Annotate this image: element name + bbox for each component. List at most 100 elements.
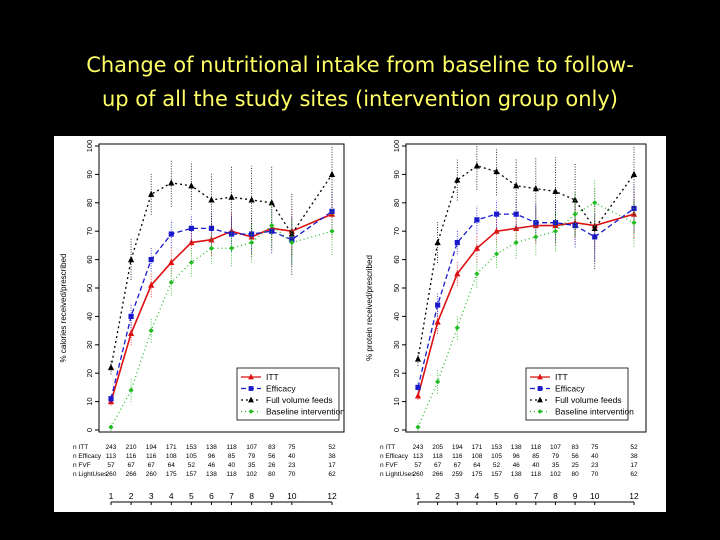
data-point <box>108 396 114 402</box>
count-value: 80 <box>571 471 579 478</box>
data-point <box>631 220 637 226</box>
legend-marker <box>537 409 543 414</box>
data-point <box>513 211 519 217</box>
count-value: 259 <box>452 471 463 478</box>
count-value: 153 <box>186 444 197 451</box>
count-value: 75 <box>288 444 296 451</box>
y-tick-label: 30 <box>85 341 94 349</box>
data-point <box>414 392 422 399</box>
y-axis-title: % protein received/prescribed <box>365 255 374 361</box>
data-point <box>592 234 598 240</box>
data-point <box>513 239 519 246</box>
count-value: 157 <box>491 471 502 478</box>
count-value: 107 <box>550 444 561 451</box>
count-value: 138 <box>511 471 522 478</box>
legend-label: ITT <box>555 372 568 382</box>
count-value: 118 <box>432 453 443 460</box>
count-value: 80 <box>268 471 276 478</box>
x-tick-label: 2 <box>129 491 134 501</box>
y-tick-label: 10 <box>85 397 94 405</box>
count-value: 46 <box>208 462 216 469</box>
count-value: 46 <box>513 462 521 469</box>
count-value: 118 <box>531 471 542 478</box>
data-point <box>572 211 578 217</box>
y-tick-label: 50 <box>85 284 94 292</box>
x-tick-label: 6 <box>209 491 214 501</box>
count-value: 153 <box>491 444 502 451</box>
count-value: 266 <box>126 471 137 478</box>
data-point <box>168 231 174 237</box>
slide-title-line-1: Change of nutritional intake from baseli… <box>86 53 634 77</box>
x-tick-label: 8 <box>553 491 558 501</box>
count-value: 116 <box>126 453 137 460</box>
data-point <box>269 228 275 234</box>
data-point <box>434 318 441 325</box>
legend-marker <box>537 373 543 380</box>
data-point <box>127 256 135 263</box>
x-tick-label: 6 <box>514 491 519 501</box>
legend-label: Baseline intervention <box>266 407 345 417</box>
count-value: 105 <box>491 453 502 460</box>
count-value: 108 <box>166 453 177 460</box>
count-value: 85 <box>228 453 236 460</box>
count-value: 116 <box>452 453 463 460</box>
legend-marker <box>537 396 543 403</box>
x-tick-label: 9 <box>573 491 578 501</box>
figure-panel: 0 10 20 30 40 50 60 70 80 90 100% calories receive… <box>54 136 666 512</box>
series-line <box>417 207 635 388</box>
data-point <box>248 196 255 203</box>
count-value: 67 <box>127 462 135 469</box>
chart-1: 0 10 20 30 40 50 60 70 80 90 100 % calories receive… <box>59 140 345 505</box>
count-value: 118 <box>531 444 542 451</box>
data-point <box>168 179 175 186</box>
count-row-label: n Efficacy <box>73 453 102 460</box>
count-row-label: n LightUses <box>73 471 108 478</box>
x-tick-label: 1 <box>109 491 114 501</box>
data-point <box>108 424 114 430</box>
count-value: 113 <box>106 453 117 460</box>
data-point <box>329 228 335 234</box>
count-value: 79 <box>552 453 560 460</box>
data-point <box>533 220 539 226</box>
count-row-label: n FVF <box>380 462 398 469</box>
data-point <box>148 281 155 288</box>
y-tick-label: 90 <box>392 170 401 178</box>
count-value: 17 <box>328 462 336 469</box>
data-point <box>168 258 175 266</box>
data-point <box>208 196 215 203</box>
count-row-label: n LightUses <box>380 471 415 478</box>
count-value: 56 <box>571 453 579 460</box>
legend-label: Full volume feeds <box>266 395 333 405</box>
x-tick-label: 4 <box>169 491 174 501</box>
count-value: 194 <box>452 444 463 451</box>
slide-title-line-2: up of all the study sites (intervention … <box>101 87 618 111</box>
count-value: 107 <box>246 444 257 451</box>
series-line <box>417 165 635 360</box>
count-value: 171 <box>471 444 482 451</box>
data-point <box>329 208 335 214</box>
count-value: 118 <box>226 471 237 478</box>
count-value: 67 <box>148 462 156 469</box>
data-point <box>434 238 441 246</box>
legend-marker <box>248 386 254 391</box>
y-tick-label: 20 <box>85 369 94 377</box>
data-point <box>474 271 480 277</box>
legend-label: ITT <box>266 372 279 382</box>
data-point <box>148 257 154 263</box>
x-tick-label: 9 <box>269 491 274 501</box>
x-tick-label: 7 <box>533 491 538 501</box>
count-value: 52 <box>630 444 638 451</box>
legend-label: Baseline intervention <box>555 407 634 417</box>
count-value: 210 <box>126 444 137 451</box>
count-value: 75 <box>591 444 599 451</box>
data-point <box>454 239 460 246</box>
data-point <box>473 162 481 169</box>
series-full-volume-feeds <box>107 146 336 375</box>
data-point <box>228 193 235 200</box>
count-value: 35 <box>248 462 256 469</box>
x-tick-label: 3 <box>149 491 154 501</box>
count-value: 108 <box>471 453 482 460</box>
x-tick-label: 4 <box>475 491 480 501</box>
